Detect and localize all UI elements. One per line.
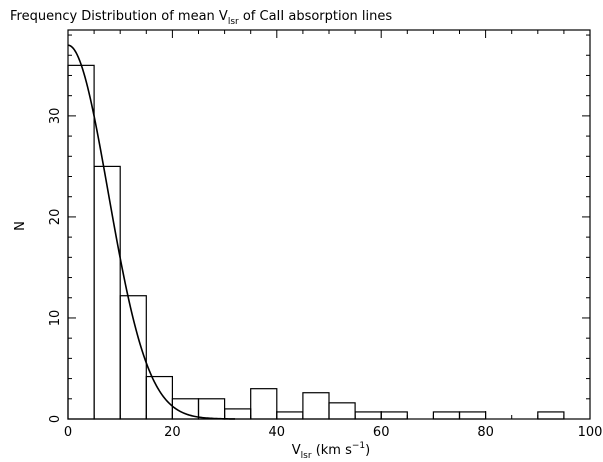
chart-title: Frequency Distribution of mean Vlsr of C… xyxy=(10,9,392,27)
chart-title-tail: of CaII absorption lines xyxy=(239,9,393,24)
histogram-bar xyxy=(458,411,487,420)
x-axis-label-main: V xyxy=(292,443,301,458)
x-axis-label: Vlsr (km s−1) xyxy=(292,441,370,461)
gaussian-fit-curve xyxy=(67,44,236,420)
y-tick-label: 0 xyxy=(48,415,63,423)
x-tick-label: 20 xyxy=(164,425,181,440)
x-axis-label-close: ) xyxy=(365,443,370,458)
histogram-bar xyxy=(145,375,174,420)
plot-area: 0 20 40 60 80 100 0 10 20 30 xyxy=(48,29,603,440)
x-axis-label-units: (km s xyxy=(312,443,353,458)
histogram-bar xyxy=(302,392,330,420)
chart-title-sub: lsr xyxy=(228,17,239,27)
y-tick-label: 10 xyxy=(48,310,63,327)
chart-title-main: Frequency Distribution of mean V xyxy=(10,9,228,24)
histogram-bar xyxy=(354,411,382,420)
histogram-bar xyxy=(224,408,252,420)
histogram-bar xyxy=(197,398,226,420)
y-axis-label: N xyxy=(13,221,28,231)
x-tick-label: 80 xyxy=(477,425,494,440)
histogram-bar xyxy=(432,411,461,420)
histogram-bar xyxy=(93,165,121,420)
histogram-bar xyxy=(537,411,565,420)
histogram-bar xyxy=(276,411,304,420)
histogram-bar xyxy=(380,411,408,420)
x-axis-label-sup: −1 xyxy=(352,441,365,451)
y-tick-label: 20 xyxy=(48,209,63,226)
histogram-bar xyxy=(119,295,147,420)
x-tick-label: 40 xyxy=(269,425,286,440)
histogram-bar xyxy=(67,64,95,420)
y-tick-label: 30 xyxy=(48,108,63,125)
x-axis-label-sub: lsr xyxy=(301,451,312,461)
x-tick-label: 60 xyxy=(373,425,390,440)
histogram-bar xyxy=(328,402,356,420)
x-tick-label: 0 xyxy=(64,425,72,440)
x-tick-label: 100 xyxy=(578,425,603,440)
histogram-bar xyxy=(250,388,278,420)
